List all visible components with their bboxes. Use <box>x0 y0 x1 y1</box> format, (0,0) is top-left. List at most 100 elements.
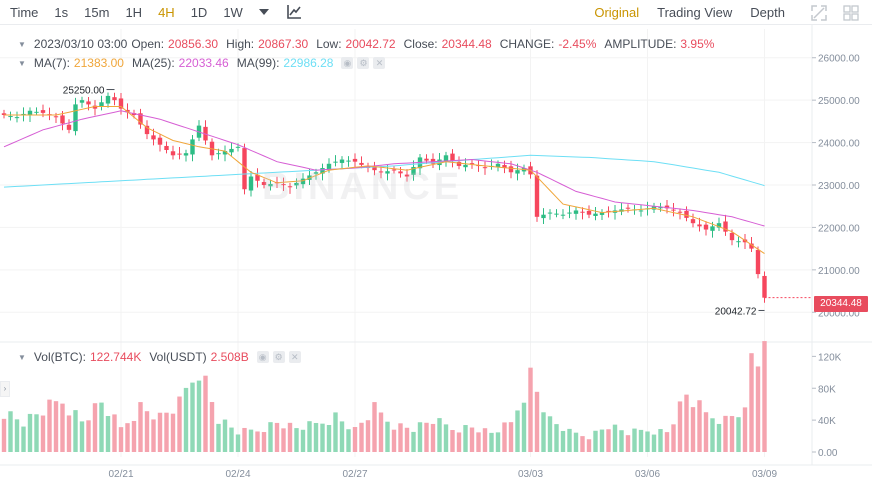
collapse-caret-icon[interactable]: ▼ <box>18 40 26 49</box>
low-value: 20042.72 <box>346 37 396 51</box>
volume-bar <box>236 434 240 452</box>
vol-btc-label: Vol(BTC): <box>34 350 86 364</box>
volume-bar <box>262 432 266 452</box>
candlestick-chart[interactable]: 20000.00 21000.00 22000.00 23000.00 24000.00… <box>0 25 872 484</box>
grid-layout-icon[interactable] <box>838 3 864 23</box>
candle-body <box>359 163 363 165</box>
high-value: 20867.30 <box>258 37 308 51</box>
volume-bar <box>21 427 25 452</box>
volume-bar <box>652 435 656 452</box>
volume-bar <box>197 381 201 452</box>
volume-bar <box>184 388 188 452</box>
time-tick-label: 03/03 <box>518 469 543 480</box>
candle-body <box>450 154 454 161</box>
current-price-tag: 20344.48 <box>814 296 868 312</box>
candle-body <box>541 215 545 218</box>
high-label: High: <box>226 37 254 51</box>
candle-body <box>184 153 188 155</box>
candle-body <box>561 215 565 216</box>
collapse-caret-icon[interactable]: ▼ <box>18 59 26 68</box>
volume-bar <box>704 412 708 452</box>
volume-bar <box>450 430 454 452</box>
ma7-value: 21383.00 <box>74 56 124 70</box>
candle-body <box>60 115 64 123</box>
interval-1w[interactable]: 1W <box>215 5 251 20</box>
candle-body <box>177 154 181 155</box>
time-tick-label: 02/24 <box>225 469 250 480</box>
candle-body <box>593 214 597 216</box>
volume-bar <box>463 425 467 452</box>
settings-icon[interactable]: ⚙ <box>357 57 369 69</box>
candle-body <box>333 162 337 163</box>
price-tick-label: 26000.00 <box>818 54 860 65</box>
interval-1h[interactable]: 1H <box>117 5 150 20</box>
close-icon[interactable]: ✕ <box>289 351 301 363</box>
ma25-value: 22033.46 <box>179 56 229 70</box>
candle-body <box>762 276 766 298</box>
candle-body <box>697 224 701 226</box>
interval-4h[interactable]: 4H <box>150 5 183 20</box>
volume-bar <box>424 423 428 452</box>
volume-bar <box>528 368 532 452</box>
candle-body <box>483 167 487 168</box>
candle-body <box>229 149 233 152</box>
volume-bar <box>606 429 610 452</box>
ohlc-legend: ▼ 2023/03/10 03:00 Open: 20856.30 High: 20… <box>18 37 722 51</box>
interval-1d[interactable]: 1D <box>183 5 216 20</box>
volume-tick-label: 40K <box>818 416 836 427</box>
volume-bar <box>743 407 747 452</box>
candle-body <box>80 100 84 103</box>
volume-bar <box>496 432 500 452</box>
interval-15m[interactable]: 15m <box>76 5 117 20</box>
volume-bar <box>418 422 422 452</box>
volume-bar <box>697 400 701 452</box>
interval-1s[interactable]: 1s <box>46 5 76 20</box>
volume-bar <box>314 423 318 452</box>
change-value: -2.45% <box>558 37 596 51</box>
eye-icon[interactable]: ◉ <box>257 351 269 363</box>
amplitude-label: AMPLITUDE: <box>604 37 676 51</box>
volume-bar <box>509 422 513 452</box>
ma99-label: MA(99): <box>237 56 280 70</box>
more-intervals-dropdown-icon[interactable] <box>251 2 277 22</box>
volume-bar <box>613 425 617 452</box>
fullscreen-icon[interactable] <box>806 3 832 23</box>
vol-usdt-label: Vol(USDT) <box>149 350 206 364</box>
volume-bar <box>515 410 519 452</box>
collapse-caret-icon[interactable]: ▼ <box>18 353 26 362</box>
ma7-label: MA(7): <box>34 56 70 70</box>
candle-body <box>151 135 155 139</box>
ma25-label: MA(25): <box>132 56 175 70</box>
expand-left-icon[interactable]: › <box>0 381 10 397</box>
candle-body <box>41 110 45 113</box>
candle-body <box>587 211 591 215</box>
eye-icon[interactable]: ◉ <box>341 57 353 69</box>
volume-bar <box>411 432 415 452</box>
volume-legend: ▼ Vol(BTC): 122.744K Vol(USDT) 2.508B ◉ ⚙ … <box>18 350 305 364</box>
indicators-icon[interactable] <box>281 2 307 22</box>
volume-bar <box>645 431 649 452</box>
tab-original[interactable]: Original <box>585 5 648 20</box>
volume-bar <box>67 415 71 452</box>
vol-usdt-value: 2.508B <box>211 350 249 364</box>
volume-bar <box>392 430 396 452</box>
volume-bar <box>60 404 64 452</box>
volume-bar <box>587 439 591 452</box>
volume-bar <box>15 419 19 452</box>
volume-bar <box>216 424 220 452</box>
time-button[interactable]: Time <box>0 5 46 20</box>
close-value: 20344.48 <box>442 37 492 51</box>
watermark-logo: BINANCE <box>262 166 463 209</box>
volume-bar <box>138 402 142 452</box>
tab-depth[interactable]: Depth <box>741 5 794 20</box>
candle-body <box>704 225 708 230</box>
candle-body <box>216 153 220 154</box>
close-icon[interactable]: ✕ <box>373 57 385 69</box>
candle-body <box>736 241 740 242</box>
volume-bar <box>86 420 90 452</box>
candle-body <box>8 116 12 117</box>
settings-icon[interactable]: ⚙ <box>273 351 285 363</box>
candle-body <box>678 212 682 213</box>
tab-trading-view[interactable]: Trading View <box>648 5 741 20</box>
volume-bar <box>119 427 123 452</box>
